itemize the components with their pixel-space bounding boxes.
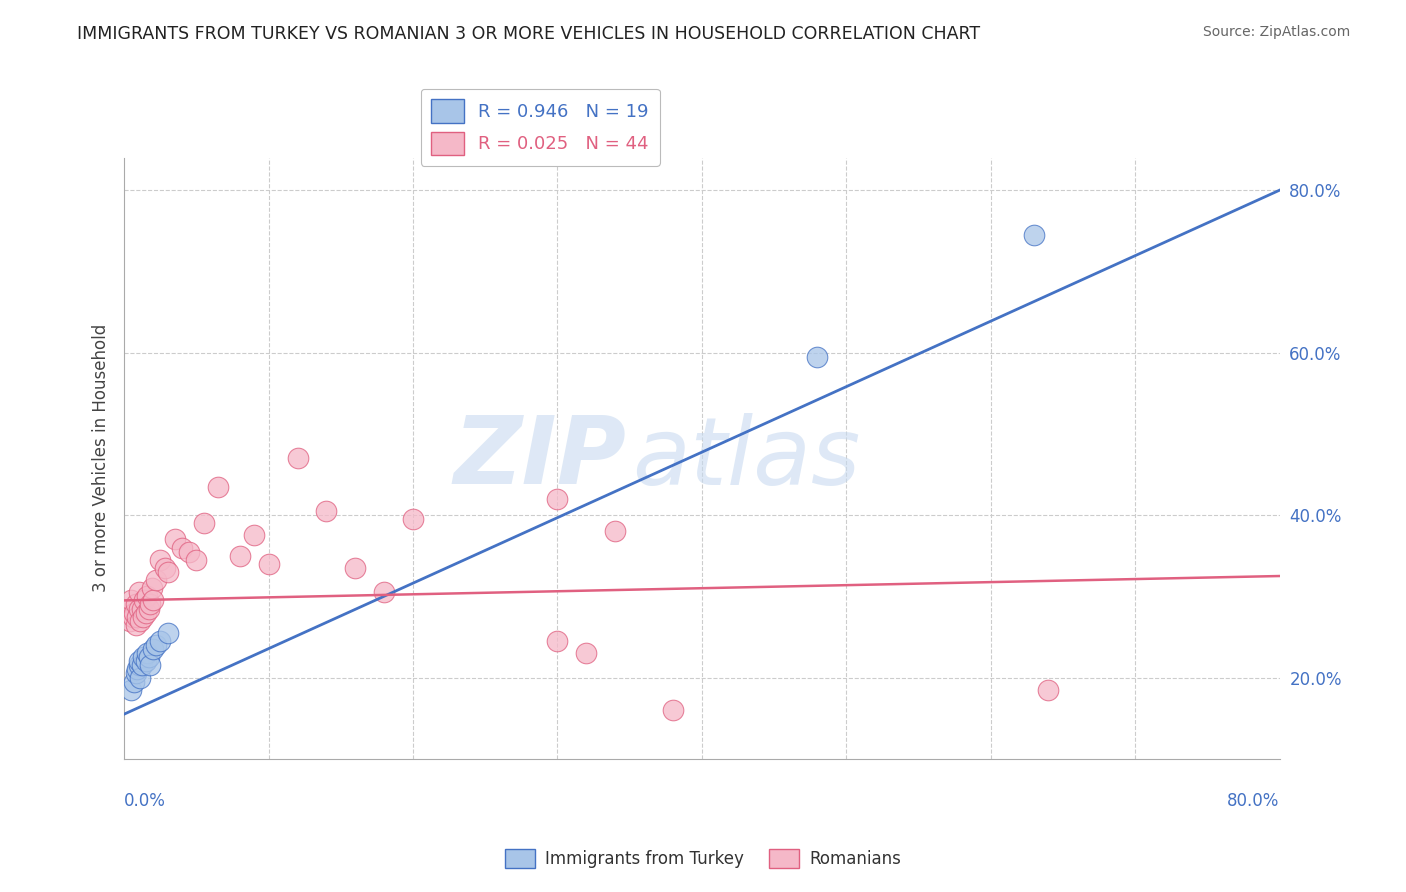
Point bbox=[287, 451, 309, 466]
Point bbox=[315, 504, 337, 518]
Point bbox=[546, 491, 568, 506]
Point bbox=[132, 609, 155, 624]
Point bbox=[156, 626, 179, 640]
Point bbox=[139, 658, 162, 673]
Legend: Immigrants from Turkey, Romanians: Immigrants from Turkey, Romanians bbox=[499, 842, 907, 875]
Point bbox=[662, 703, 685, 717]
Point bbox=[1022, 227, 1045, 242]
Point bbox=[118, 614, 141, 628]
Point bbox=[125, 598, 148, 612]
Point bbox=[1038, 682, 1060, 697]
Point bbox=[243, 528, 266, 542]
Point bbox=[546, 634, 568, 648]
Point bbox=[124, 606, 146, 620]
Point bbox=[156, 565, 179, 579]
Text: atlas: atlas bbox=[633, 413, 860, 504]
Point bbox=[122, 609, 145, 624]
Point bbox=[136, 590, 159, 604]
Point bbox=[344, 561, 367, 575]
Point bbox=[229, 549, 252, 563]
Point bbox=[128, 658, 150, 673]
Point bbox=[129, 671, 152, 685]
Point bbox=[131, 601, 153, 615]
Point bbox=[179, 544, 201, 558]
Point bbox=[139, 598, 162, 612]
Point bbox=[128, 585, 150, 599]
Point bbox=[575, 646, 598, 660]
Text: ZIP: ZIP bbox=[454, 412, 627, 504]
Point bbox=[193, 516, 215, 531]
Point bbox=[186, 553, 208, 567]
Point bbox=[125, 666, 148, 681]
Point bbox=[124, 674, 146, 689]
Text: 80.0%: 80.0% bbox=[1227, 792, 1279, 810]
Point bbox=[127, 609, 149, 624]
Point bbox=[257, 557, 280, 571]
Point bbox=[373, 585, 395, 599]
Point bbox=[207, 480, 229, 494]
Point bbox=[125, 617, 148, 632]
Point bbox=[136, 646, 159, 660]
Point bbox=[129, 614, 152, 628]
Point bbox=[170, 541, 193, 555]
Point bbox=[153, 561, 176, 575]
Point bbox=[120, 682, 142, 697]
Legend: R = 0.946   N = 19, R = 0.025   N = 44: R = 0.946 N = 19, R = 0.025 N = 44 bbox=[420, 88, 659, 166]
Point bbox=[163, 533, 186, 547]
Point bbox=[145, 573, 167, 587]
Point bbox=[605, 524, 627, 539]
Point bbox=[142, 593, 165, 607]
Point bbox=[117, 601, 139, 615]
Text: IMMIGRANTS FROM TURKEY VS ROMANIAN 3 OR MORE VEHICLES IN HOUSEHOLD CORRELATION C: IMMIGRANTS FROM TURKEY VS ROMANIAN 3 OR … bbox=[77, 25, 980, 43]
Point bbox=[128, 654, 150, 668]
Point bbox=[138, 601, 160, 615]
Y-axis label: 3 or more Vehicles in Household: 3 or more Vehicles in Household bbox=[93, 324, 110, 592]
Point bbox=[135, 654, 157, 668]
Text: Source: ZipAtlas.com: Source: ZipAtlas.com bbox=[1202, 25, 1350, 39]
Point bbox=[402, 512, 425, 526]
Point bbox=[120, 593, 142, 607]
Point bbox=[132, 650, 155, 665]
Point bbox=[149, 634, 172, 648]
Point bbox=[135, 606, 157, 620]
Text: 0.0%: 0.0% bbox=[124, 792, 166, 810]
Point bbox=[145, 638, 167, 652]
Point bbox=[138, 650, 160, 665]
Point bbox=[142, 642, 165, 657]
Point bbox=[127, 662, 149, 676]
Point bbox=[134, 593, 156, 607]
Point bbox=[141, 581, 163, 595]
Point bbox=[806, 350, 828, 364]
Point bbox=[149, 553, 172, 567]
Point bbox=[128, 601, 150, 615]
Point bbox=[131, 658, 153, 673]
